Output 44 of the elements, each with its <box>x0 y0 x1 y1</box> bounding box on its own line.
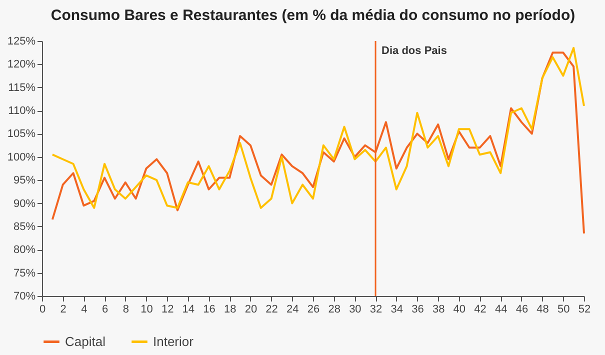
x-tick-label: 22 <box>266 304 278 316</box>
x-tick-label: 42 <box>474 304 486 316</box>
y-tick-label: 105% <box>7 128 36 140</box>
y-tick-label: 95% <box>13 174 36 187</box>
x-tick-label: 34 <box>390 304 404 316</box>
x-tick-label: 18 <box>224 304 236 316</box>
x-tick-label: 14 <box>182 304 195 316</box>
ref-line-label: Dia dos Pais <box>382 45 447 57</box>
x-tick-label: 48 <box>536 304 549 316</box>
x-tick-label: 10 <box>140 304 153 316</box>
x-tick-label: 28 <box>328 304 340 316</box>
x-tick-label: 6 <box>102 304 108 316</box>
x-tick-label: 32 <box>370 304 382 316</box>
x-tick-label: 30 <box>349 304 362 316</box>
x-tick-label: 46 <box>516 304 528 316</box>
y-tick-label: 115% <box>8 82 36 94</box>
y-tick-label: 75% <box>13 267 36 280</box>
x-tick-label: 8 <box>122 304 129 316</box>
x-tick-label: 52 <box>578 304 591 316</box>
legend-label: Interior <box>153 334 194 349</box>
x-tick-label: 24 <box>286 304 299 316</box>
x-tick-label: 50 <box>558 304 570 316</box>
x-tick-label: 12 <box>161 304 174 316</box>
line-series <box>51 46 585 209</box>
y-tick-label: 80% <box>13 244 36 256</box>
x-tick-label: 44 <box>494 304 508 316</box>
x-tick-label: 20 <box>244 304 258 316</box>
x-tick-label: 38 <box>432 304 445 316</box>
y-tick-label: 70% <box>13 290 36 302</box>
x-tick-label: 40 <box>453 304 466 316</box>
x-tick-label: 36 <box>412 304 424 316</box>
y-tick-label: 125% <box>7 36 36 48</box>
x-tick-label: 2 <box>60 304 66 316</box>
legend-label: Capital <box>65 334 106 349</box>
y-tick-label: 110% <box>8 105 36 118</box>
x-tick-label: 4 <box>81 304 88 316</box>
chart-title: Consumo Bares e Restaurantes (em % da média do consumo no período) <box>50 7 576 24</box>
y-tick-label: 90% <box>13 198 36 210</box>
x-tick-label: 16 <box>203 304 216 316</box>
y-tick-label: 100% <box>7 151 36 164</box>
y-tick-label: 85% <box>13 220 36 233</box>
x-tick-label: 0 <box>39 304 46 316</box>
x-tick-label: 26 <box>307 304 320 316</box>
y-tick-label: 120% <box>7 58 36 71</box>
